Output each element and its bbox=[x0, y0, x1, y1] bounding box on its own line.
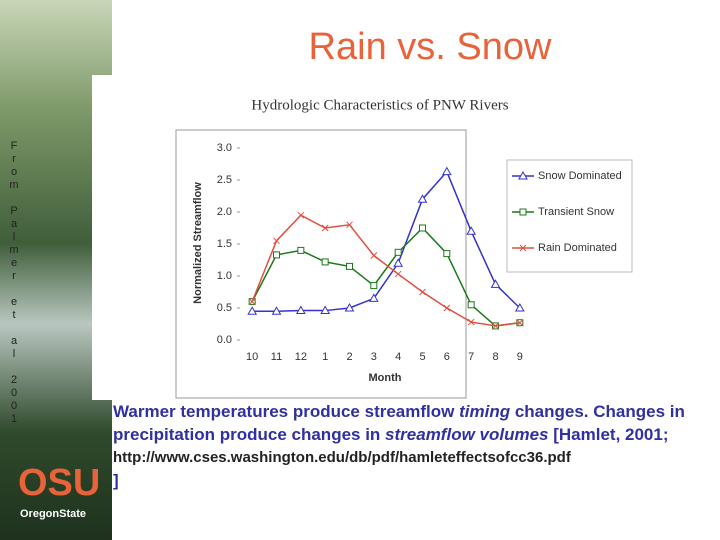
marker bbox=[295, 305, 306, 315]
marker bbox=[297, 246, 305, 254]
body-part: [Hamlet, 2001; bbox=[548, 425, 669, 444]
marker bbox=[297, 211, 305, 219]
marker bbox=[443, 304, 451, 312]
logo-name: OregonState bbox=[20, 508, 87, 520]
marker bbox=[519, 244, 527, 252]
marker bbox=[467, 318, 475, 326]
marker bbox=[248, 298, 256, 305]
marker bbox=[419, 288, 426, 296]
legend-label: Transient Snow bbox=[538, 206, 614, 218]
url: http://www.cses.washington.edu/db/pdf/ha… bbox=[113, 449, 571, 466]
marker bbox=[393, 258, 404, 267]
x-tick-label: 1 bbox=[322, 351, 328, 363]
series-line bbox=[251, 214, 520, 327]
marker bbox=[443, 250, 451, 258]
marker bbox=[394, 248, 402, 256]
slide-title: Rain vs. Snow bbox=[308, 26, 552, 68]
x-tick-label: 6 bbox=[444, 351, 450, 363]
x-axis-label: Month bbox=[369, 372, 402, 384]
marker bbox=[370, 252, 378, 259]
marker bbox=[273, 237, 280, 245]
x-tick-label: 7 bbox=[468, 351, 474, 363]
marker bbox=[321, 258, 329, 266]
y-tick-label: 1.5 bbox=[217, 238, 232, 250]
logo-mark: OSU bbox=[18, 462, 101, 504]
marker bbox=[273, 251, 280, 259]
marker bbox=[467, 301, 475, 309]
y-tick-label: 0.0 bbox=[217, 334, 232, 346]
marker bbox=[441, 166, 452, 176]
legend-box bbox=[506, 159, 633, 273]
x-tick-label: 12 bbox=[295, 351, 307, 363]
marker bbox=[466, 226, 477, 235]
marker bbox=[346, 221, 353, 229]
x-tick-label: 11 bbox=[271, 351, 282, 363]
y-tick-label: 2.0 bbox=[217, 206, 232, 218]
body-part: streamflow volumes bbox=[385, 425, 549, 444]
body-part: timing bbox=[459, 402, 511, 421]
chart-frame bbox=[175, 129, 467, 399]
marker bbox=[247, 306, 258, 315]
y-axis-label: Normalized Streamflow bbox=[192, 182, 204, 304]
x-tick-label: 10 bbox=[246, 351, 258, 363]
marker bbox=[394, 270, 402, 278]
marker bbox=[519, 208, 527, 216]
side-text: From Palmer et al 2001 bbox=[8, 140, 20, 426]
chart-title: Hydrologic Characteristics of PNW Rivers bbox=[251, 97, 508, 113]
x-tick-label: 5 bbox=[419, 351, 425, 363]
chart-panel bbox=[92, 75, 690, 400]
legend-label: Rain Dominated bbox=[538, 242, 617, 254]
y-tick-label: 1.0 bbox=[217, 270, 232, 282]
x-tick-label: 3 bbox=[371, 351, 377, 363]
marker bbox=[518, 170, 528, 180]
marker bbox=[346, 262, 353, 270]
y-tick-label: 2.5 bbox=[217, 174, 232, 186]
marker bbox=[368, 293, 379, 302]
marker bbox=[490, 279, 501, 288]
series-line bbox=[251, 226, 520, 327]
marker bbox=[419, 224, 426, 232]
body-part: changes. Changes in precipitation produc… bbox=[113, 402, 685, 444]
x-tick-label: 8 bbox=[492, 351, 498, 363]
body-text: Warmer temperatures produce streamflow t… bbox=[113, 400, 703, 492]
series-line bbox=[252, 170, 521, 312]
legend-label: Snow Dominated bbox=[538, 170, 622, 182]
x-tick-label: 4 bbox=[395, 351, 401, 363]
y-tick-label: 0.5 bbox=[217, 302, 232, 314]
marker bbox=[516, 319, 524, 327]
marker bbox=[321, 224, 329, 232]
marker bbox=[492, 322, 499, 330]
body-part: Warmer temperatures produce streamflow bbox=[113, 402, 460, 421]
body-close: ] bbox=[113, 471, 119, 490]
marker bbox=[320, 305, 331, 315]
y-tick-label: 3.0 bbox=[217, 142, 232, 154]
x-tick-label: 2 bbox=[346, 351, 352, 363]
marker bbox=[271, 306, 282, 315]
marker bbox=[417, 194, 428, 203]
x-tick-label: 9 bbox=[517, 351, 523, 363]
marker bbox=[514, 302, 525, 312]
marker bbox=[344, 302, 355, 312]
marker bbox=[370, 282, 378, 290]
